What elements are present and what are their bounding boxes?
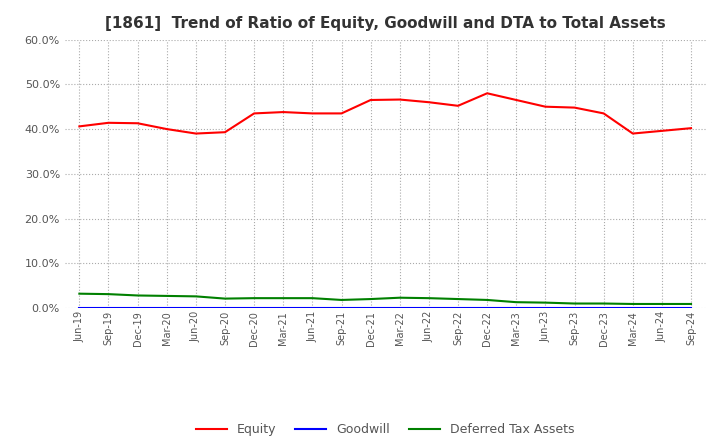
Goodwill xyxy=(308,305,317,310)
Equity xyxy=(483,91,492,96)
Deferred Tax Assets xyxy=(75,291,84,296)
Equity xyxy=(629,131,637,136)
Deferred Tax Assets xyxy=(337,297,346,303)
Deferred Tax Assets xyxy=(163,293,171,299)
Goodwill xyxy=(279,305,287,310)
Title: [1861]  Trend of Ratio of Equity, Goodwill and DTA to Total Assets: [1861] Trend of Ratio of Equity, Goodwil… xyxy=(105,16,665,32)
Goodwill xyxy=(104,305,113,310)
Goodwill xyxy=(629,305,637,310)
Equity xyxy=(133,121,142,126)
Goodwill xyxy=(541,305,550,310)
Equity xyxy=(425,99,433,105)
Equity xyxy=(75,124,84,129)
Goodwill xyxy=(133,305,142,310)
Goodwill xyxy=(395,305,404,310)
Equity xyxy=(687,125,696,131)
Deferred Tax Assets xyxy=(279,296,287,301)
Line: Equity: Equity xyxy=(79,93,691,134)
Goodwill xyxy=(163,305,171,310)
Goodwill xyxy=(570,305,579,310)
Goodwill xyxy=(599,305,608,310)
Equity xyxy=(599,111,608,116)
Equity xyxy=(570,105,579,110)
Deferred Tax Assets xyxy=(512,300,521,305)
Equity xyxy=(395,97,404,102)
Equity xyxy=(454,103,462,108)
Equity xyxy=(250,111,258,116)
Deferred Tax Assets xyxy=(133,293,142,298)
Equity xyxy=(308,111,317,116)
Equity xyxy=(541,104,550,109)
Deferred Tax Assets xyxy=(687,301,696,307)
Goodwill xyxy=(192,305,200,310)
Legend: Equity, Goodwill, Deferred Tax Assets: Equity, Goodwill, Deferred Tax Assets xyxy=(191,418,580,440)
Equity xyxy=(512,97,521,103)
Goodwill xyxy=(483,305,492,310)
Deferred Tax Assets xyxy=(599,301,608,306)
Line: Deferred Tax Assets: Deferred Tax Assets xyxy=(79,293,691,304)
Deferred Tax Assets xyxy=(629,301,637,307)
Deferred Tax Assets xyxy=(104,291,113,297)
Goodwill xyxy=(687,305,696,310)
Equity xyxy=(337,111,346,116)
Goodwill xyxy=(75,305,84,310)
Equity xyxy=(220,129,229,135)
Deferred Tax Assets xyxy=(308,296,317,301)
Deferred Tax Assets xyxy=(454,297,462,302)
Deferred Tax Assets xyxy=(657,301,666,307)
Goodwill xyxy=(512,305,521,310)
Deferred Tax Assets xyxy=(541,300,550,305)
Goodwill xyxy=(454,305,462,310)
Deferred Tax Assets xyxy=(483,297,492,303)
Goodwill xyxy=(425,305,433,310)
Goodwill xyxy=(337,305,346,310)
Equity xyxy=(104,120,113,125)
Deferred Tax Assets xyxy=(366,297,375,302)
Equity xyxy=(366,97,375,103)
Goodwill xyxy=(220,305,229,310)
Deferred Tax Assets xyxy=(220,296,229,301)
Deferred Tax Assets xyxy=(192,294,200,299)
Equity xyxy=(657,128,666,133)
Equity xyxy=(163,126,171,132)
Deferred Tax Assets xyxy=(425,296,433,301)
Equity xyxy=(192,131,200,136)
Goodwill xyxy=(366,305,375,310)
Deferred Tax Assets xyxy=(250,296,258,301)
Deferred Tax Assets xyxy=(570,301,579,306)
Deferred Tax Assets xyxy=(395,295,404,301)
Goodwill xyxy=(657,305,666,310)
Goodwill xyxy=(250,305,258,310)
Equity xyxy=(279,110,287,115)
